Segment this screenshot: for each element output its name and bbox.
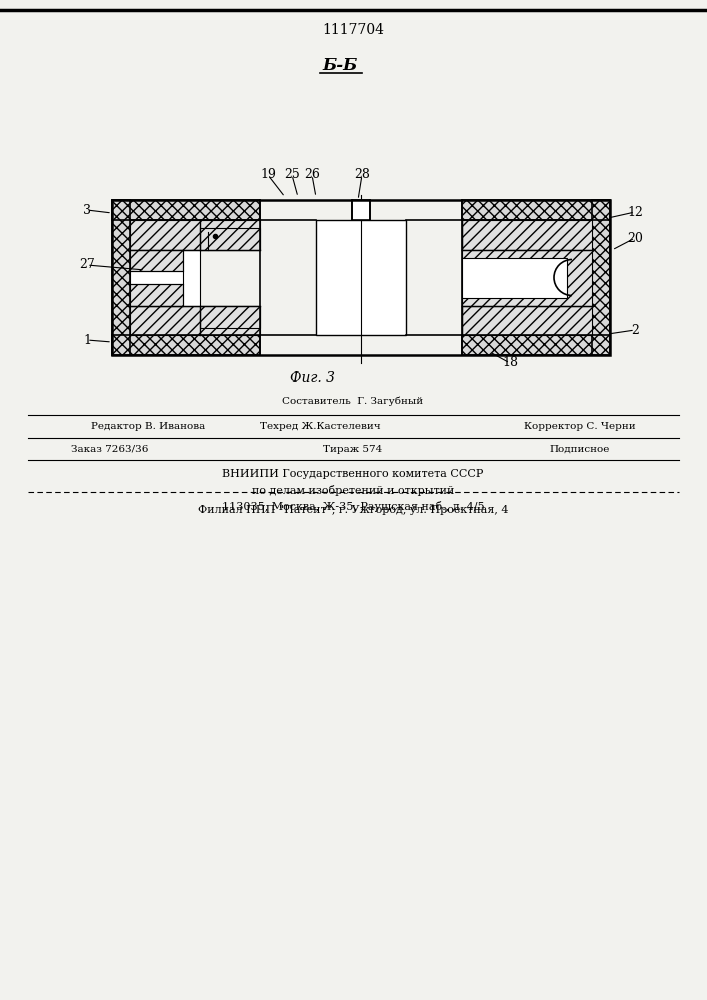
Bar (112, 200, 130, 355)
Text: Филиал ППП "Патент", г. Ужгород, ул. Проектная, 4: Филиал ППП "Патент", г. Ужгород, ул. Про… (198, 505, 508, 515)
Bar (130, 284, 182, 306)
Text: 20: 20 (627, 232, 643, 244)
Text: по делам изобретений и открытий: по делам изобретений и открытий (252, 485, 454, 495)
Text: 12: 12 (627, 206, 643, 219)
Bar (462, 249, 592, 306)
Bar (112, 200, 260, 220)
Bar (200, 228, 260, 249)
Text: Подписное: Подписное (550, 444, 610, 454)
Bar (462, 200, 610, 220)
Bar (130, 249, 182, 271)
Bar (462, 335, 610, 355)
Text: Редактор В. Иванова: Редактор В. Иванова (91, 422, 205, 431)
Bar (316, 220, 406, 335)
Bar (130, 306, 260, 335)
Text: Корректор С. Черни: Корректор С. Черни (524, 422, 636, 431)
Bar (130, 249, 200, 306)
Text: 26: 26 (304, 168, 320, 182)
Text: Тираж 574: Тираж 574 (323, 444, 382, 454)
Text: Заказ 7263/36: Заказ 7263/36 (71, 444, 148, 454)
Text: 19: 19 (260, 168, 276, 182)
Bar (462, 220, 592, 249)
Bar (130, 220, 260, 249)
Text: 2: 2 (631, 324, 639, 336)
Bar (112, 200, 610, 355)
Text: Фиг. 3: Фиг. 3 (291, 371, 336, 385)
Text: 25: 25 (284, 168, 300, 182)
Text: ВНИИПИ Государственного комитета СССР: ВНИИПИ Государственного комитета СССР (222, 469, 484, 479)
Text: 113035, Москва, Ж-35, Раушская наб., д. 4/5: 113035, Москва, Ж-35, Раушская наб., д. … (222, 500, 484, 512)
Text: 1117704: 1117704 (322, 23, 384, 37)
Bar (200, 306, 260, 328)
Bar (592, 200, 610, 355)
Bar (352, 200, 370, 220)
Text: 1: 1 (83, 334, 91, 347)
Text: Б-Б: Б-Б (322, 56, 358, 74)
Text: 3: 3 (83, 204, 91, 217)
Text: 27: 27 (79, 258, 95, 271)
Bar (112, 335, 260, 355)
Bar (462, 257, 567, 298)
Text: Техред Ж.Кастелевич: Техред Ж.Кастелевич (259, 422, 380, 431)
Text: 18: 18 (502, 357, 518, 369)
Text: Составитель  Г. Загубный: Составитель Г. Загубный (282, 396, 423, 406)
Bar (462, 306, 592, 335)
Text: 28: 28 (354, 168, 370, 182)
